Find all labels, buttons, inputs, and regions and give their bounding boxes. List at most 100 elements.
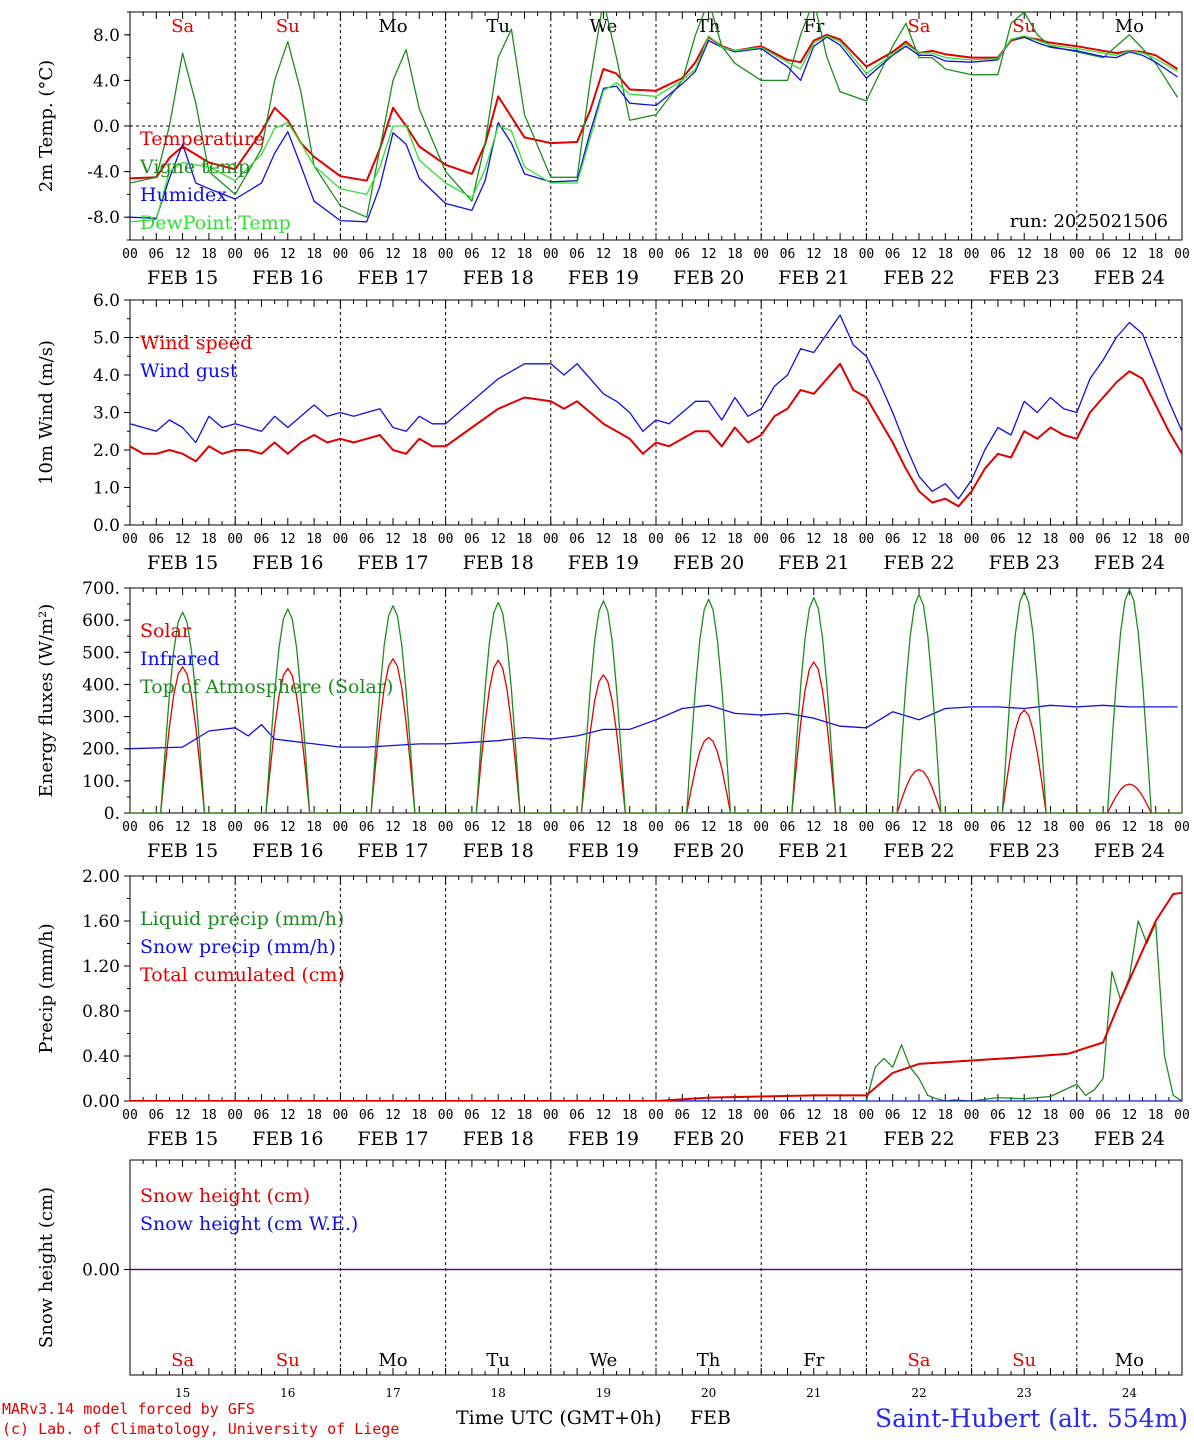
x-hour-label: 12	[596, 247, 612, 262]
x-hour-label: 00	[1174, 532, 1190, 547]
y-tick-label: 2.0	[93, 441, 120, 461]
series-line-dewpoint-temp	[130, 35, 1178, 223]
x-hour-label: 18	[622, 820, 638, 835]
credits-line-1: MARv3.14 model forced by GFS	[2, 1400, 255, 1418]
x-hour-label: 00	[438, 247, 454, 262]
x-date-label: FEB 23	[989, 1128, 1060, 1150]
x-date-label: FEB 19	[568, 1128, 639, 1150]
series-line-temperature	[130, 33, 1179, 182]
x-hour-label: 06	[569, 1108, 585, 1123]
y-tick-label: 1.20	[82, 957, 120, 977]
weekday-label: Mo	[378, 16, 407, 37]
x-hour-label: 12	[701, 532, 717, 547]
x-hour-label: 06	[464, 820, 480, 835]
x-hour-label: 18	[832, 532, 848, 547]
x-hour-label: 00	[648, 820, 664, 835]
x-hour-label: 18	[1043, 820, 1059, 835]
x-date-label: FEB 15	[147, 267, 218, 289]
x-hour-label: 06	[254, 247, 270, 262]
legend-entry: Snow height (cm)	[140, 1185, 310, 1207]
x-hour-label: 18	[517, 1108, 533, 1123]
x-hour-label: 00	[1069, 820, 1085, 835]
day-number-label: 16	[280, 1386, 295, 1400]
y-tick-label: 2.00	[82, 867, 120, 887]
x-date-label: FEB 18	[463, 840, 534, 862]
x-hour-label: 00	[964, 1108, 980, 1123]
x-hour-label: 00	[122, 1108, 138, 1123]
x-hour-label: 12	[1122, 820, 1138, 835]
x-date-label: FEB 21	[778, 552, 849, 574]
x-date-label: FEB 18	[463, 267, 534, 289]
y-tick-label: 0.0	[93, 516, 120, 536]
x-hour-label: 00	[648, 247, 664, 262]
series-group	[130, 588, 1182, 813]
y-tick-label: 200.	[82, 740, 120, 760]
x-hour-label: 06	[569, 820, 585, 835]
y-axis-label: Snow height (cm)	[36, 1187, 57, 1348]
x-hour-label: 18	[937, 1108, 953, 1123]
x-hour-label: 00	[753, 532, 769, 547]
x-hour-label: 12	[596, 1108, 612, 1123]
x-date-label: FEB 18	[463, 552, 534, 574]
y-tick-label: 5.0	[93, 329, 120, 349]
x-hour-label: 18	[622, 247, 638, 262]
x-hour-label: 12	[596, 820, 612, 835]
panel-precip: 0.00 0.40 0.80 1.20 1.60 2.00 Precip (mm/h) 00 0…	[36, 867, 1190, 1150]
x-axis-title: Time UTC (GMT+0h)	[456, 1407, 662, 1429]
x-hour-label: 18	[622, 532, 638, 547]
y-tick-label: 4.0	[93, 366, 120, 386]
x-date-label: FEB 24	[1094, 267, 1165, 289]
x-hour-label: 12	[1016, 532, 1032, 547]
x-hour-label: 12	[1016, 1108, 1032, 1123]
y-tick-label: 3.0	[93, 404, 120, 424]
x-hour-label: 18	[201, 532, 217, 547]
x-hour-label: 06	[359, 1108, 375, 1123]
x-hour-label: 06	[885, 820, 901, 835]
legend-entry: Snow height (cm W.E.)	[140, 1213, 358, 1235]
day-number-label: 20	[701, 1386, 716, 1400]
legend-entry: Snow precip (mm/h)	[140, 936, 336, 958]
x-hour-label: 18	[832, 820, 848, 835]
y-axis-label: Energy fluxes (W/m²)	[36, 604, 57, 798]
x-hour-label: 00	[753, 820, 769, 835]
weekday-label: Sa	[907, 1350, 930, 1371]
x-axis-month: FEB	[690, 1407, 731, 1429]
x-hour-label: 12	[911, 532, 927, 547]
x-date-label: FEB 15	[147, 552, 218, 574]
y-tick-label: 4.0	[93, 71, 120, 91]
x-hour-label: 00	[122, 532, 138, 547]
x-hour-label: 12	[175, 247, 191, 262]
legend-entry: Wind gust	[140, 360, 238, 382]
x-hour-label: 00	[438, 532, 454, 547]
x-date-label: FEB 24	[1094, 840, 1165, 862]
x-hour-label: 18	[1043, 532, 1059, 547]
weekday-label: Su	[1012, 1350, 1036, 1371]
x-hour-label: 06	[990, 1108, 1006, 1123]
x-hour-label: 00	[122, 247, 138, 262]
x-hour-label: 18	[937, 820, 953, 835]
run-label: run: 2025021506	[1010, 211, 1168, 232]
x-date-label: FEB 20	[673, 552, 744, 574]
x-hour-label: 18	[306, 1108, 322, 1123]
x-hour-label: 12	[280, 820, 296, 835]
x-date-label: FEB 20	[673, 840, 744, 862]
x-hour-label: 00	[964, 820, 980, 835]
x-hour-label: 12	[385, 820, 401, 835]
day-number-label: 22	[911, 1386, 926, 1400]
x-hour-label: 12	[175, 820, 191, 835]
panel-energy: 0. 100. 200. 300. 400. 500. 600. 700. Energy flu…	[36, 579, 1190, 862]
x-hour-label: 12	[385, 247, 401, 262]
x-hour-label: 18	[517, 532, 533, 547]
weekday-label: Su	[276, 1350, 300, 1371]
x-hour-label: 00	[859, 1108, 875, 1123]
x-date-label: FEB 17	[357, 1128, 428, 1150]
panel-temperature: -8.0 -4.0 0.0 4.0 8.0 2m Temp. (°C) 00 06 12 18 00…	[36, 11, 1190, 289]
weekday-label: Fr	[803, 16, 824, 37]
weekday-label: We	[590, 16, 618, 37]
x-hour-label: 00	[1174, 247, 1190, 262]
weekday-label: Th	[697, 1350, 721, 1371]
x-hour-label: 00	[543, 1108, 559, 1123]
x-date-label: FEB 17	[357, 552, 428, 574]
x-hour-label: 18	[411, 820, 427, 835]
